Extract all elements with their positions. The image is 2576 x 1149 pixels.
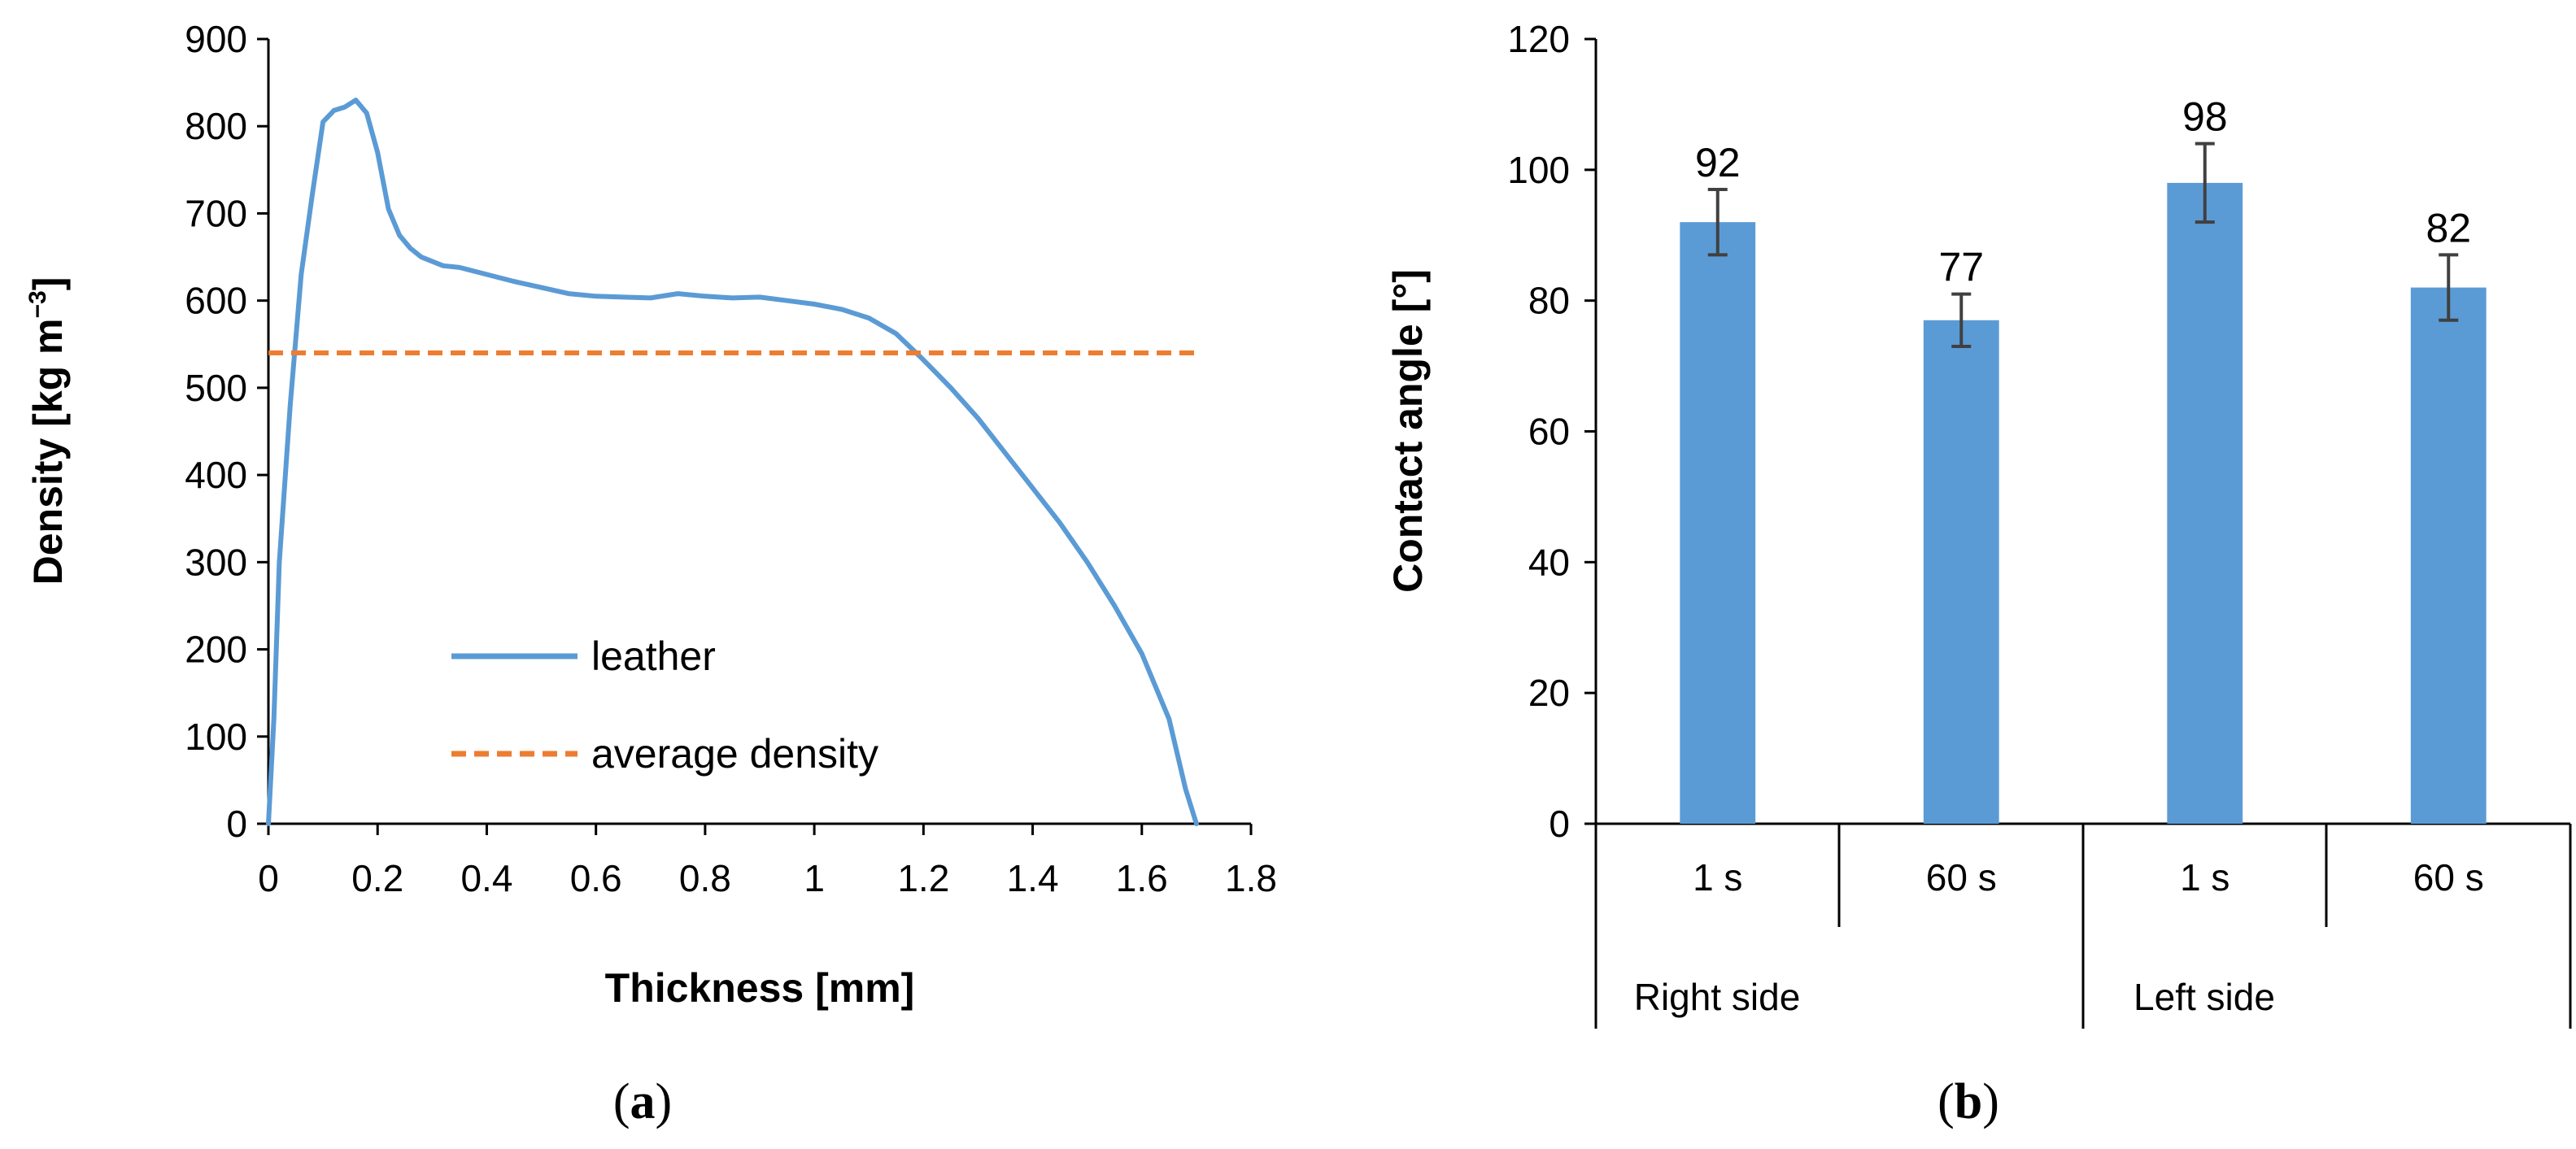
- panel-a-x-tick-label: 1.6: [1116, 857, 1168, 899]
- panel-a-y-tick-label: 600: [185, 280, 247, 322]
- panel-a-x-tick-label: 1.2: [897, 857, 949, 899]
- panel-b-value-labels: 92 77 98 82: [1695, 94, 2471, 290]
- panel-a-y-tick-label: 200: [185, 629, 247, 671]
- category-label: 60 s: [1926, 856, 1997, 899]
- panel-a-x-axis-title: Thickness [mm]: [605, 965, 915, 1011]
- category-label: 60 s: [2413, 856, 2484, 899]
- bar-value-label: 77: [1938, 245, 1984, 290]
- panel-a-y-tick-label: 700: [185, 192, 247, 234]
- panel-a-y-tick-label: 900: [185, 18, 247, 60]
- panel-a-y-tick-label: 800: [185, 105, 247, 147]
- panel-a-x-tick-label: 0.4: [460, 857, 512, 899]
- category-label: 1 s: [1693, 856, 1742, 899]
- panel-b-y-tick-label: 40: [1528, 541, 1570, 583]
- panel-a-x-tick-label: 1.8: [1225, 857, 1277, 899]
- panel-b-caption: (b): [1937, 1074, 1999, 1129]
- panel-a-y-axis-title: Density [kg m−3]: [24, 277, 71, 585]
- panel-b-error-bars: [1707, 141, 2459, 348]
- panel-a-x-tick-label: 0: [258, 857, 279, 899]
- panel-a-y-tick-label: 300: [185, 541, 247, 583]
- panel-a-series: [266, 98, 1199, 826]
- bar-value-label: 82: [2426, 205, 2471, 250]
- panel-a-y-tick-label: 400: [185, 454, 247, 496]
- panel-a-y-tick-label: 0: [226, 803, 247, 845]
- bar-value-label: 92: [1695, 140, 1741, 185]
- panel-b-y-tick-label: 120: [1507, 18, 1570, 60]
- panel-b-group-label-left-side: Left side: [2134, 976, 2275, 1018]
- panel-a-x-tick-label: 1.4: [1007, 857, 1059, 899]
- series-line-leather: [266, 98, 1199, 826]
- bar-value-label: 98: [2182, 94, 2228, 140]
- bar-right-side-60s: [1923, 320, 1999, 825]
- panel-b-y-tick-label: 60: [1528, 411, 1570, 453]
- panel-a-y-ticks: 0 100 200 300 400 500 600 700 800 900: [185, 18, 268, 845]
- bar-right-side-1s: [1680, 222, 1756, 825]
- panel-a-legend: leather average density: [451, 633, 878, 777]
- panel-b-y-tick-label: 100: [1507, 149, 1570, 191]
- bar-left-side-1s: [2167, 182, 2243, 824]
- legend-label-leather: leather: [591, 633, 716, 679]
- panel-a-x-ticks: 0 0.2 0.4 0.6 0.8 1 1.2 1.4 1.6 1.8: [258, 824, 1277, 899]
- panel-a-x-tick-label: 0.6: [570, 857, 622, 899]
- panel-a-x-tick-label: 1: [804, 857, 825, 899]
- panel-b-y-tick-label: 0: [1549, 803, 1570, 845]
- panel-b-bars: [1680, 182, 2487, 825]
- panel-b-y-tick-label: 20: [1528, 672, 1570, 714]
- panel-a-x-tick-label: 0.8: [679, 857, 731, 899]
- panel-b-category-labels: 1 s 60 s 1 s 60 s: [1693, 856, 2484, 899]
- panel-a-y-tick-label: 100: [185, 716, 247, 758]
- bar-left-side-60s: [2410, 287, 2487, 824]
- panel-a-x-tick-label: 0.2: [351, 857, 403, 899]
- panel-b-y-axis-title: Contact angle [°]: [1385, 269, 1431, 593]
- panel-b-group-label-right-side: Right side: [1634, 976, 1801, 1018]
- legend-label-average-density: average density: [591, 731, 878, 777]
- panel-a-caption: (a): [613, 1074, 672, 1129]
- panel-b-y-ticks: 0 20 40 60 80 100 120: [1507, 18, 1596, 845]
- panel-a-y-tick-label: 500: [185, 367, 247, 409]
- category-label: 1 s: [2180, 856, 2229, 899]
- panel-b-y-tick-label: 80: [1528, 280, 1570, 322]
